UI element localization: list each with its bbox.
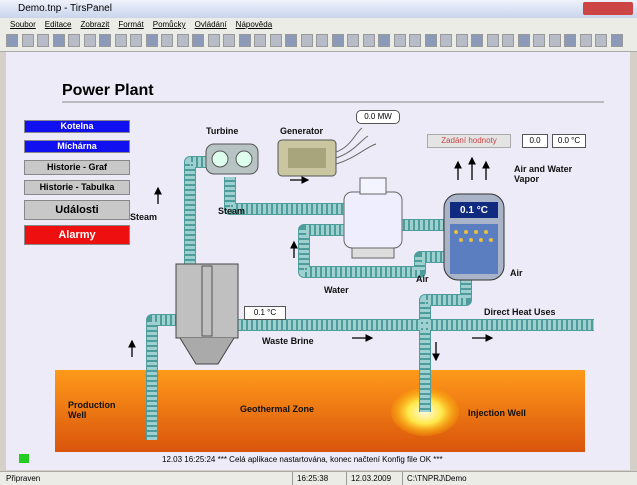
status-time: 16:25:38 xyxy=(292,472,328,485)
toolbar-button[interactable] xyxy=(239,34,251,47)
toolbar-button[interactable] xyxy=(37,34,49,47)
toolbar-button[interactable] xyxy=(161,34,173,47)
toolbar-button[interactable] xyxy=(549,34,561,47)
app-window: Demo.tnp - TirsPanel Soubor Editace Zobr… xyxy=(0,0,637,484)
toolbar-button[interactable] xyxy=(68,34,80,47)
toolbar-button[interactable] xyxy=(440,34,452,47)
panel: Power Plant Kotelna Míchárna Historie - … xyxy=(6,52,630,470)
toolbar-button[interactable] xyxy=(409,34,421,47)
panel-title: Power Plant xyxy=(62,82,154,100)
turbine xyxy=(206,144,258,174)
toolbar-button[interactable] xyxy=(332,34,344,47)
silo xyxy=(176,264,238,364)
status-message: 12.03 16:25:24 *** Celá aplikace nastart… xyxy=(162,455,443,464)
toolbar-button[interactable] xyxy=(502,34,514,47)
label: Waste Brine xyxy=(262,336,314,346)
toolbar-button[interactable] xyxy=(425,34,437,47)
toolbar-button[interactable] xyxy=(533,34,545,47)
menu-item[interactable]: Soubor xyxy=(10,18,36,31)
window-title: Demo.tnp - TirsPanel xyxy=(0,3,112,14)
toolbar-button[interactable] xyxy=(223,34,235,47)
tank-temperature: 0.1 °C xyxy=(450,205,498,216)
toolbar-button[interactable] xyxy=(146,34,158,47)
label: Steam xyxy=(130,212,157,222)
label: Water xyxy=(324,285,349,295)
toolbar-button[interactable] xyxy=(347,34,359,47)
temperature-readout: 0.1 °C xyxy=(244,306,286,320)
input-field[interactable]: 0.0 xyxy=(522,134,548,148)
nav-button[interactable]: Události xyxy=(24,200,130,220)
toolbar-button[interactable] xyxy=(208,34,220,47)
input-field[interactable]: 0.0 °C xyxy=(552,134,586,148)
nav-button[interactable]: Alarmy xyxy=(24,225,130,245)
toolbar-button[interactable] xyxy=(580,34,592,47)
label: Geothermal Zone xyxy=(240,404,314,414)
status-path: C:\TNPRJ\Demo xyxy=(402,472,467,485)
toolbar-button[interactable] xyxy=(22,34,34,47)
toolbar-button[interactable] xyxy=(518,34,530,47)
toolbar-button[interactable] xyxy=(177,34,189,47)
label: Generator xyxy=(280,126,323,136)
window-controls[interactable] xyxy=(583,2,633,15)
menu-item[interactable]: Editace xyxy=(45,18,72,31)
menu-item[interactable]: Pomůcky xyxy=(153,18,186,31)
label: Steam xyxy=(218,206,245,216)
toolbar-button[interactable] xyxy=(99,34,111,47)
toolbar-button[interactable] xyxy=(254,34,266,47)
toolbar-button[interactable] xyxy=(378,34,390,47)
label: Air xyxy=(510,268,523,278)
menu-item[interactable]: Zobrazit xyxy=(80,18,109,31)
power-readout: 0.0 MW xyxy=(356,110,400,124)
label: Air and Water Vapor xyxy=(514,164,584,184)
status-text: Připraven xyxy=(2,472,40,485)
toolbar-button[interactable] xyxy=(595,34,607,47)
label: Injection Well xyxy=(468,408,526,418)
toolbar-button[interactable] xyxy=(363,34,375,47)
toolbar-button[interactable] xyxy=(316,34,328,47)
status-bar: Připraven 16:25:38 12.03.2009 C:\TNPRJ\D… xyxy=(0,471,637,485)
label: Production Well xyxy=(68,400,128,420)
toolbar-button[interactable] xyxy=(84,34,96,47)
toolbar-button[interactable] xyxy=(270,34,282,47)
nav-button[interactable]: Míchárna xyxy=(24,140,130,153)
status-indicator xyxy=(19,454,29,463)
label: Air xyxy=(416,274,429,284)
toolbar-button[interactable] xyxy=(487,34,499,47)
menu-item[interactable]: Nápověda xyxy=(236,18,272,31)
toolbar-button[interactable] xyxy=(115,34,127,47)
toolbar-button[interactable] xyxy=(471,34,483,47)
toolbar-button[interactable] xyxy=(301,34,313,47)
nav-button[interactable]: Historie - Graf xyxy=(24,160,130,175)
label: Direct Heat Uses xyxy=(484,307,556,317)
title-bar: Demo.tnp - TirsPanel xyxy=(0,0,637,18)
toolbar xyxy=(0,31,637,52)
toolbar-button[interactable] xyxy=(285,34,297,47)
menu-bar: Soubor Editace Zobrazit Formát Pomůcky O… xyxy=(0,18,637,31)
toolbar-button[interactable] xyxy=(456,34,468,47)
toolbar-button[interactable] xyxy=(394,34,406,47)
nav-button[interactable]: Kotelna xyxy=(24,120,130,133)
label: Turbine xyxy=(206,126,238,136)
menu-item[interactable]: Formát xyxy=(118,18,143,31)
toolbar-button[interactable] xyxy=(564,34,576,47)
toolbar-button[interactable] xyxy=(192,34,204,47)
toolbar-button[interactable] xyxy=(611,34,623,47)
toolbar-button[interactable] xyxy=(130,34,142,47)
input-label: Zadání hodnoty xyxy=(427,134,511,148)
toolbar-button[interactable] xyxy=(53,34,65,47)
status-date: 12.03.2009 xyxy=(346,472,391,485)
condenser xyxy=(344,178,402,258)
toolbar-button[interactable] xyxy=(6,34,18,47)
menu-item[interactable]: Ovládání xyxy=(195,18,227,31)
nav-button[interactable]: Historie - Tabulka xyxy=(24,180,130,195)
